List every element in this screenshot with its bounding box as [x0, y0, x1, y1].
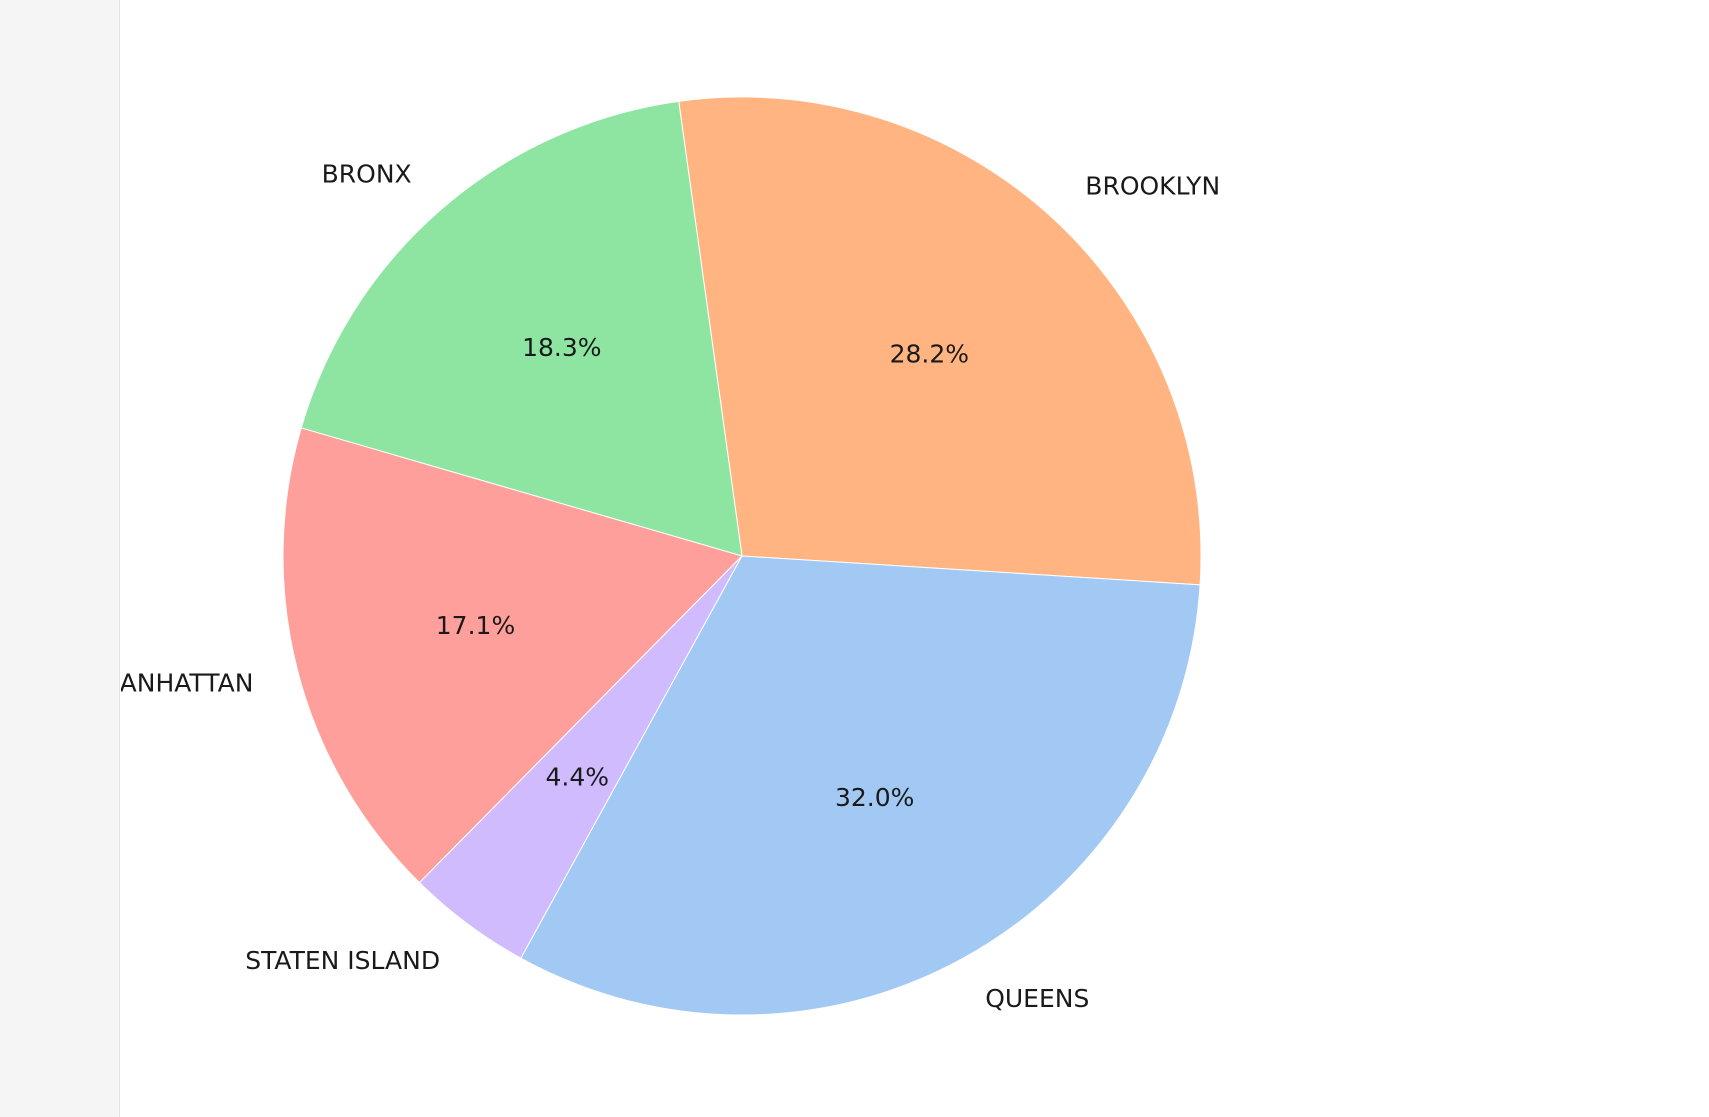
pie-percent-labels: 28.2% 18.3% 17.1% 4.4% 32.0%: [436, 333, 969, 812]
pie-slice-bronx: [300, 100, 743, 557]
pie-slice-queens: [520, 555, 1201, 1016]
pie-slice-brooklyn: [678, 96, 1202, 586]
pie-category-label-bronx: BRONX: [322, 160, 412, 189]
pie-slice-manhattan: [282, 427, 743, 884]
pie-percent-label-staten-island: 4.4%: [546, 762, 610, 791]
pie-category-labels: BROOKLYN BRONX MANHATTAN STATEN ISLAND QUEEN…: [121, 160, 1220, 1013]
pie-category-label-queens: QUEENS: [985, 984, 1089, 1013]
left-gutter: [0, 0, 120, 1117]
pie-category-label-brooklyn: BROOKLYN: [1085, 171, 1220, 200]
pie-percent-label-manhattan: 17.1%: [436, 611, 515, 640]
pie-chart: 28.2% 18.3% 17.1% 4.4% 32.0% BROOKLYN BRONX MA…: [121, 96, 1220, 1016]
pie-percent-label-queens: 32.0%: [835, 783, 914, 812]
pie-category-label-manhattan: MANHATTAN: [121, 669, 253, 698]
chart-area: 28.2% 18.3% 17.1% 4.4% 32.0% BROOKLYN BRONX MA…: [121, 0, 1709, 1117]
pie-slices: [282, 96, 1202, 1016]
pie-percent-label-brooklyn: 28.2%: [890, 340, 969, 369]
pie-percent-label-bronx: 18.3%: [522, 333, 601, 362]
pie-category-label-staten-island: STATEN ISLAND: [245, 946, 440, 975]
